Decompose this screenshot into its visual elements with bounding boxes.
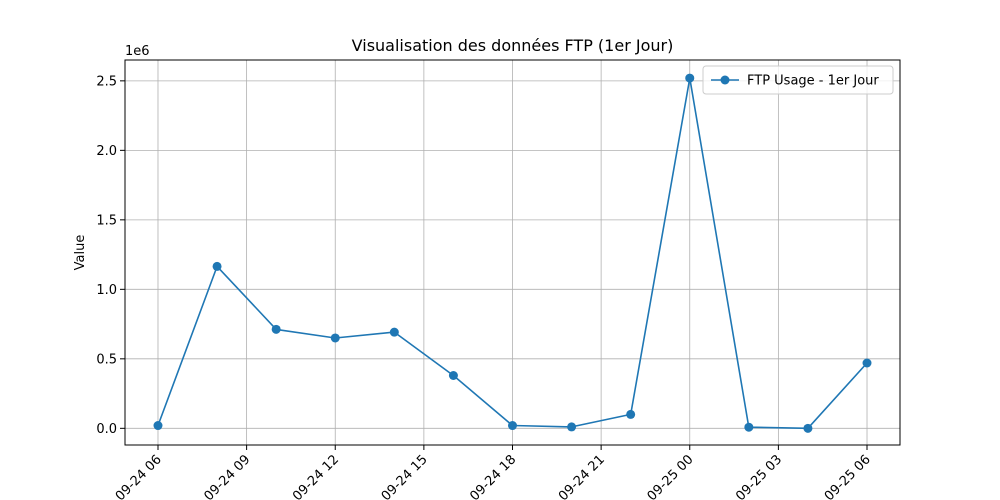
data-point [862,358,872,368]
data-point [271,324,281,334]
legend-marker-swatch [720,75,730,85]
legend-box [702,65,894,95]
data-point-layer [153,73,872,433]
y-tick-label: 1.0 [96,283,117,298]
data-point [685,73,695,83]
data-point [567,422,577,432]
legend-label: FTP Usage - 1er Jour [747,74,879,89]
data-point [330,333,340,343]
data-point [212,261,222,271]
y-tick-label: 0.5 [96,352,117,367]
data-point [803,423,813,433]
data-point [448,371,458,381]
y-axis-label: Value [73,235,88,271]
y-tick-label: 2.0 [96,144,117,159]
data-point [744,422,754,432]
y-tick-label: 2.5 [96,74,117,89]
y-tick-label: 1.5 [96,213,117,228]
data-point [153,421,163,431]
y-tick-label: 0.0 [96,422,117,437]
data-point [508,421,517,431]
data-point [389,327,399,337]
y-axis-offset-label: 1e6 [125,44,150,59]
legend: FTP Usage - 1er Jour [702,65,894,95]
chart-title: Visualisation des données FTP (1er Jour) [352,36,674,55]
data-point [626,409,636,419]
